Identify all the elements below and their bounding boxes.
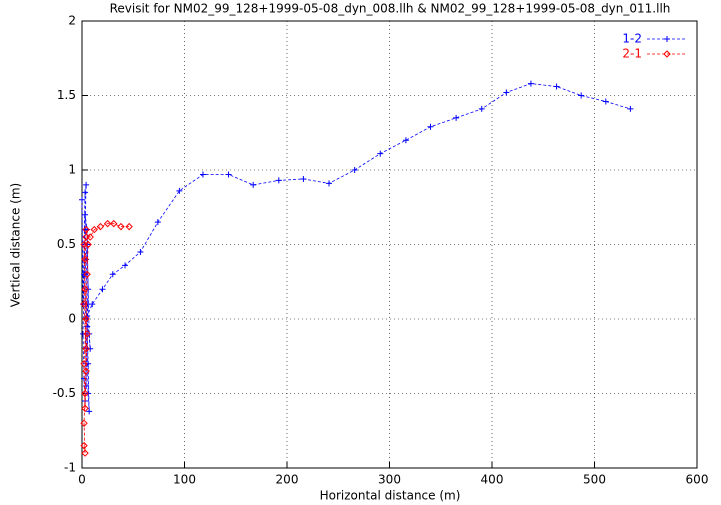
series-line xyxy=(81,83,631,412)
point xyxy=(80,359,88,368)
point xyxy=(300,175,307,182)
point xyxy=(110,219,118,228)
legend-label: 2-1 xyxy=(622,47,642,61)
point xyxy=(402,137,409,144)
point xyxy=(275,177,282,184)
point xyxy=(87,345,94,352)
point xyxy=(81,285,89,293)
point xyxy=(82,211,89,218)
y-tick-label: 0.5 xyxy=(57,237,76,251)
point xyxy=(427,123,434,130)
point xyxy=(154,219,161,226)
y-tick-label: 0 xyxy=(68,312,76,326)
x-tick-label: 200 xyxy=(276,473,299,487)
y-tick-label: 1 xyxy=(68,163,76,177)
point xyxy=(82,345,90,353)
point xyxy=(478,105,485,112)
point xyxy=(90,225,99,234)
point xyxy=(627,105,634,112)
point xyxy=(199,171,206,178)
x-axis-label: Horizontal distance (m) xyxy=(320,489,461,503)
point xyxy=(80,419,88,428)
point xyxy=(83,181,90,188)
point xyxy=(83,330,91,338)
legend-marker xyxy=(663,50,671,58)
point xyxy=(553,83,560,90)
point xyxy=(527,80,534,87)
point xyxy=(80,441,88,450)
legend-label: 1-2 xyxy=(622,32,642,46)
point xyxy=(80,300,88,308)
point xyxy=(86,408,93,415)
point xyxy=(225,171,232,178)
point xyxy=(117,222,125,231)
legend-marker xyxy=(664,36,670,42)
point xyxy=(377,150,384,157)
point xyxy=(453,114,460,121)
point xyxy=(326,180,333,187)
point xyxy=(81,449,89,457)
point xyxy=(109,271,116,278)
x-tick-label: 500 xyxy=(583,473,606,487)
point xyxy=(176,187,183,194)
point xyxy=(137,248,144,255)
point xyxy=(99,286,106,293)
point xyxy=(89,301,96,308)
y-tick-label: -1 xyxy=(64,461,76,475)
series-line xyxy=(83,223,130,454)
point xyxy=(82,189,89,196)
x-tick-label: 0 xyxy=(78,473,86,487)
point xyxy=(86,233,94,241)
point xyxy=(84,313,91,320)
point xyxy=(351,167,358,173)
point xyxy=(578,92,585,99)
x-tick-label: 400 xyxy=(481,473,504,487)
point xyxy=(250,181,257,188)
x-tick-label: 600 xyxy=(686,473,709,487)
point xyxy=(81,255,89,264)
y-tick-label: 2 xyxy=(68,14,76,28)
y-tick-label: 1.5 xyxy=(57,88,76,102)
x-tick-label: 100 xyxy=(173,473,196,487)
point xyxy=(602,98,609,105)
point xyxy=(81,389,89,398)
point xyxy=(82,225,90,234)
point xyxy=(83,270,91,279)
y-axis-label: Vertical distance (m) xyxy=(9,183,23,307)
x-tick-label: 300 xyxy=(378,473,401,487)
point xyxy=(79,196,85,203)
point xyxy=(122,262,129,269)
point xyxy=(125,222,133,231)
point xyxy=(81,404,89,413)
point xyxy=(84,240,92,249)
point xyxy=(82,367,90,375)
point xyxy=(103,219,112,228)
chart-title: Revisit for NM02_99_128+1999-05-08_dyn_0… xyxy=(110,2,671,16)
point xyxy=(503,89,510,96)
point xyxy=(82,315,90,323)
y-tick-label: -0.5 xyxy=(53,386,76,400)
point xyxy=(96,222,105,231)
